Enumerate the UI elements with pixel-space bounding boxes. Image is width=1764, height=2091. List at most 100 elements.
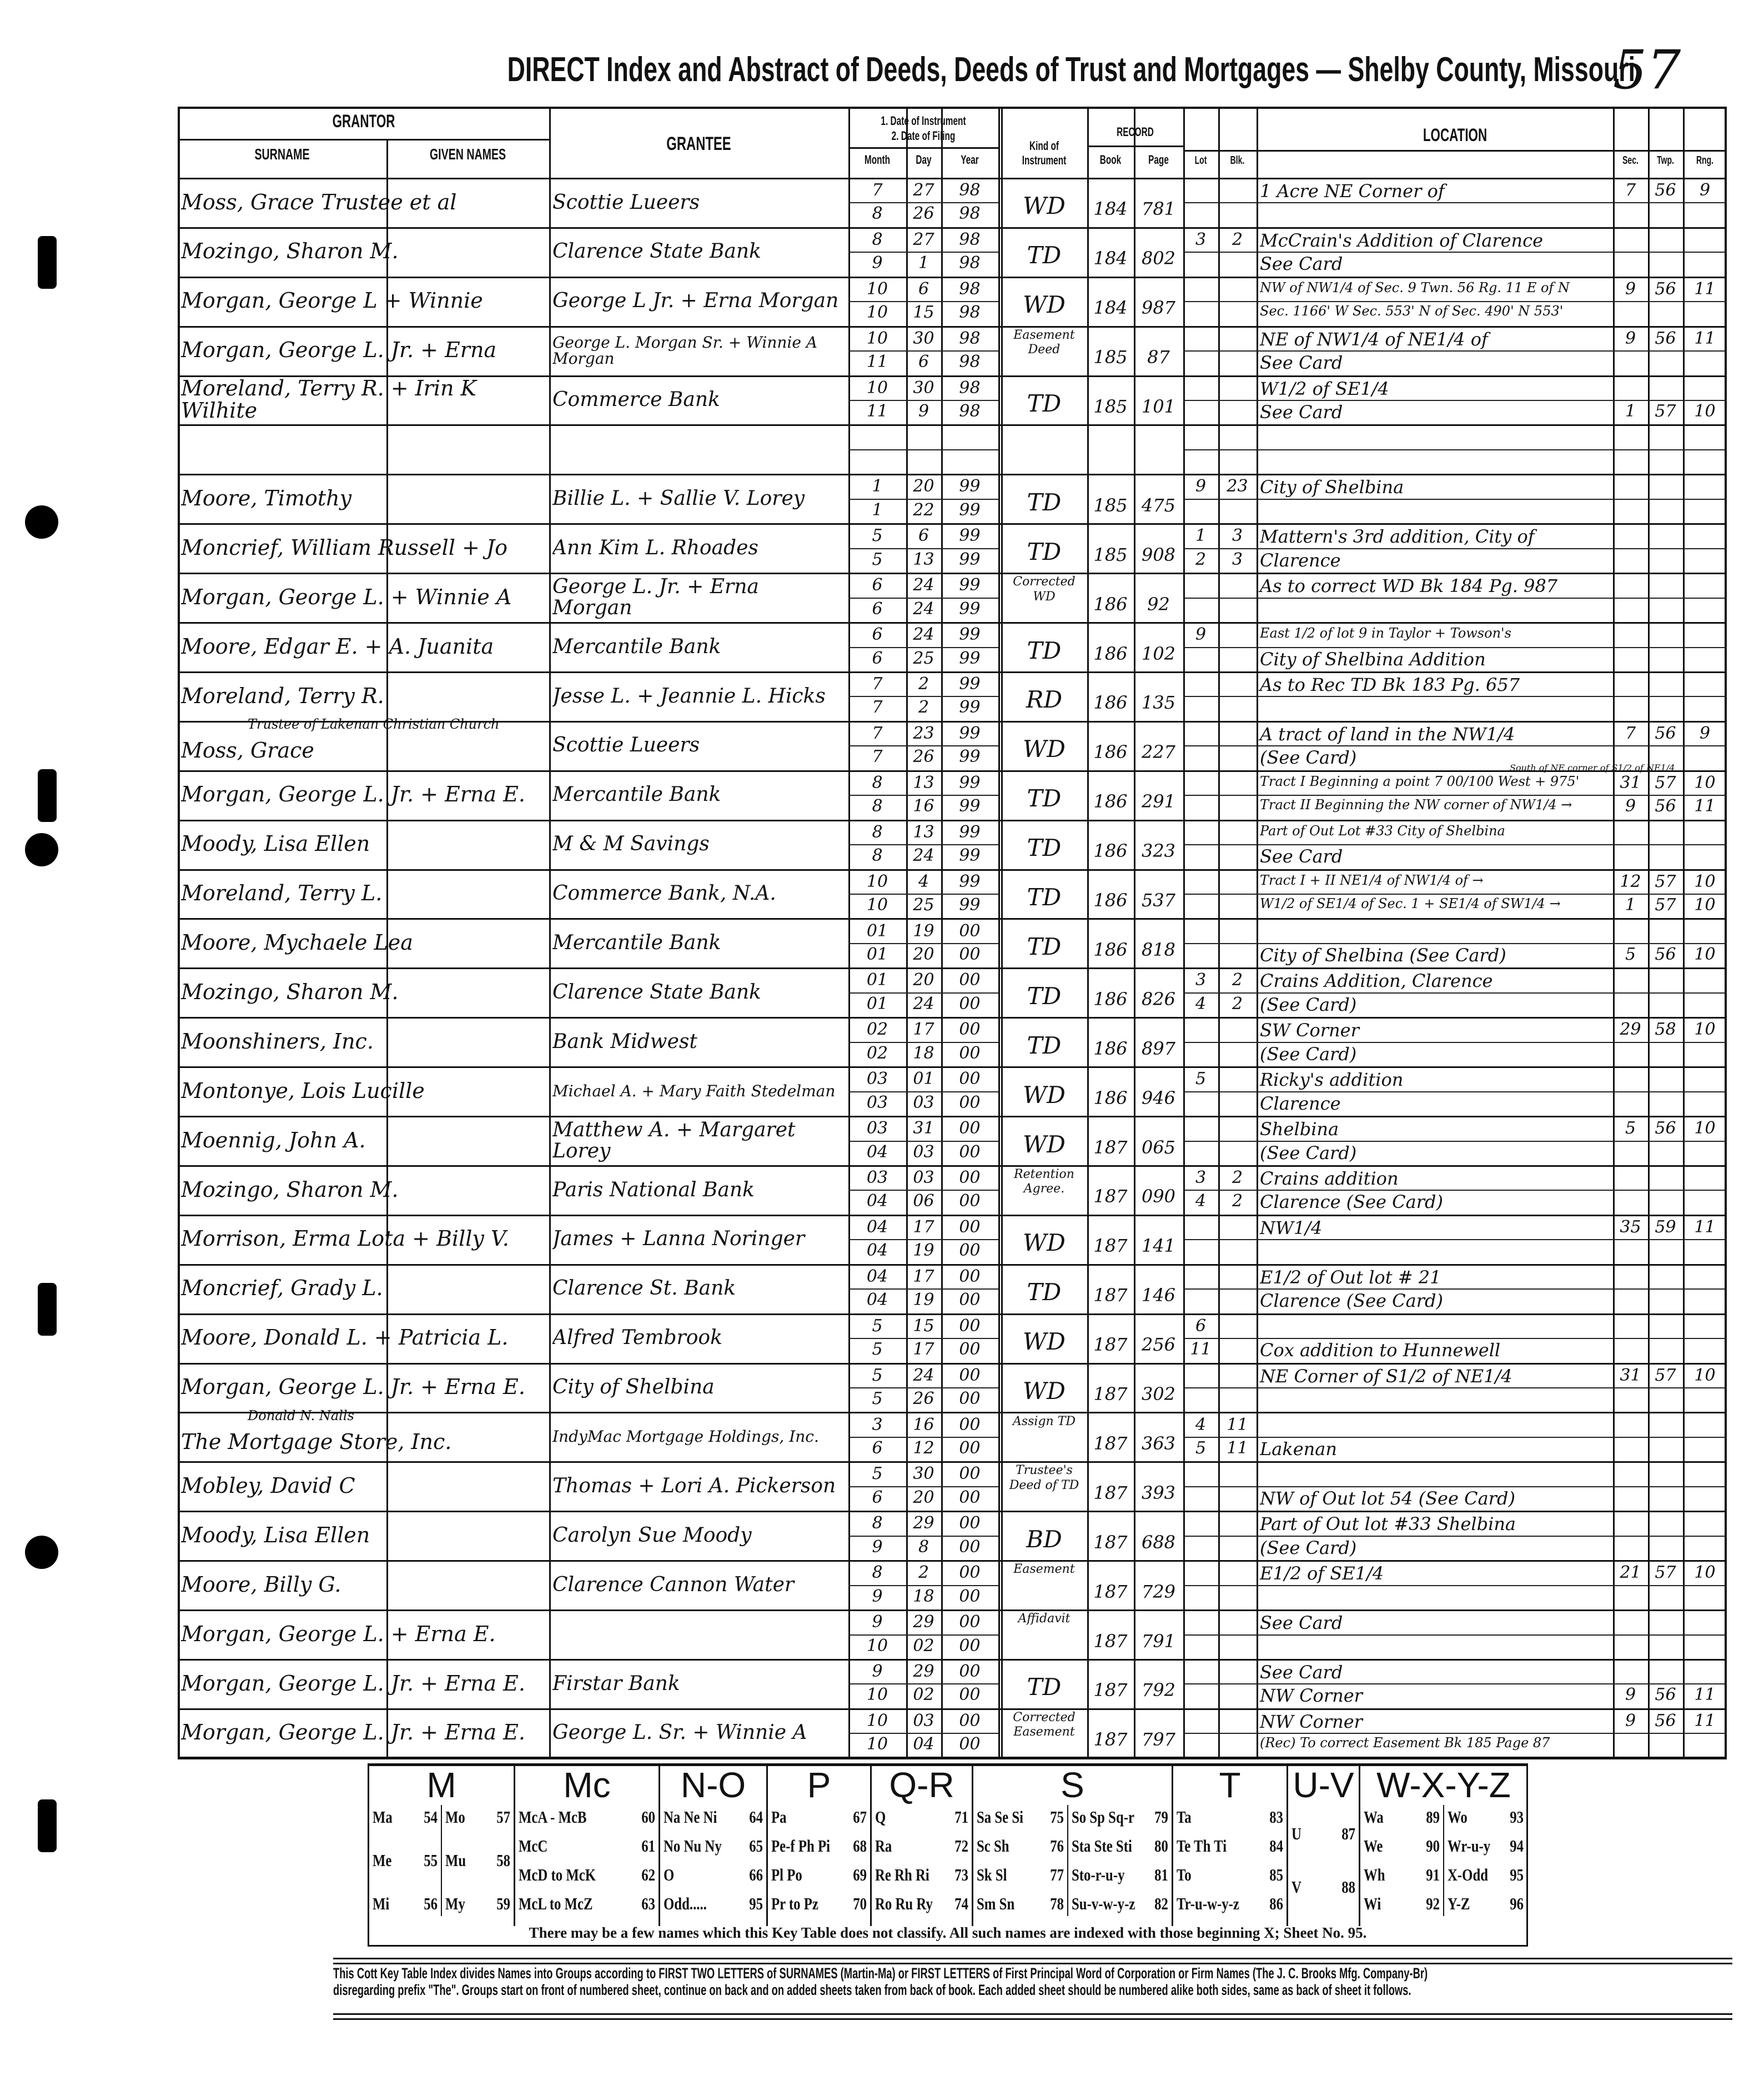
- record-book: 186: [1093, 840, 1128, 862]
- grantee-name-cell: Bank Midwest: [552, 1017, 844, 1066]
- key-entry: Ta 83: [1177, 1807, 1283, 1827]
- grantor-name-cell: Morgan, George L. Jr. + Erna E.: [181, 1708, 545, 1758]
- grantor-name: Moncrief, William Russell + Jo: [181, 535, 507, 560]
- key-group-heading: P: [807, 1765, 831, 1805]
- location-line: East 1/2 of lot 9 in Taylor + Towson's: [1260, 625, 1511, 641]
- date-of-instrument-yr: 00: [959, 1168, 981, 1187]
- rng-value: 10: [1694, 1563, 1716, 1583]
- key-entry: McA - McB 60: [519, 1807, 655, 1827]
- sub-line-divider: [848, 1733, 998, 1734]
- twp-value: 56: [1655, 1711, 1676, 1731]
- grantee-name: Bank Midwest: [552, 1030, 697, 1053]
- table-row: Moore, Timothy Billie L. + Sallie V. Lore…: [178, 474, 1727, 525]
- location-line: Clarence: [1260, 1092, 1341, 1114]
- grantor-name: Moody, Lisa Ellen: [181, 1522, 370, 1547]
- blk-value: 3: [1232, 526, 1243, 546]
- grantee-name-cell: IndyMac Mortgage Holdings, Inc.: [552, 1412, 844, 1462]
- twp-value: 57: [1655, 895, 1676, 915]
- table-row: Mozingo, Sharon M. Paris National Bank 03 0…: [178, 1165, 1727, 1216]
- date-of-filing-yr: 00: [959, 1340, 981, 1360]
- record-book: 187: [1093, 1729, 1128, 1751]
- twp-value: 56: [1655, 328, 1676, 348]
- date-of-filing-mo: 11: [866, 352, 888, 372]
- grantor-name-cell: Moreland, Terry R.: [181, 671, 545, 721]
- sub-line-divider: [848, 1486, 998, 1487]
- date-of-instrument-yr: 99: [959, 625, 981, 645]
- column-divider: [1648, 107, 1650, 1758]
- date-of-filing-mo: 03: [866, 1092, 888, 1112]
- record-page: 946: [1141, 1087, 1176, 1109]
- column-divider: [848, 107, 850, 1758]
- record-book: 187: [1093, 1679, 1128, 1701]
- key-entry-letters: Ra: [875, 1836, 892, 1856]
- key-entry-letters: Mi: [373, 1894, 390, 1913]
- key-entry-sheet: 81: [1154, 1865, 1168, 1884]
- grantor-name-cell: Moncrief, Grady L.: [181, 1264, 545, 1313]
- key-group: Q-R Q 71 Ra 72 Re Rh Ri 73 Ro Ru Ry 74: [870, 1765, 972, 1926]
- instrument-kind: WD: [1023, 1081, 1066, 1109]
- key-entry-sheet: 56: [424, 1894, 438, 1913]
- date-of-instrument-yr: 99: [959, 723, 981, 743]
- location-line: Cox addition to Hunnewell: [1260, 1340, 1501, 1361]
- date-of-instrument-yr: 99: [959, 871, 981, 891]
- grantee-name: Clarence Cannon Water: [552, 1573, 795, 1596]
- column-divider: [1257, 107, 1258, 1758]
- key-entry-letters: McA - McB: [519, 1807, 587, 1827]
- key-column: Pa 67 Pe-f Ph Pi 68 Pl Po 69 Pr to Pz 70: [768, 1805, 870, 1916]
- record-book: 187: [1093, 1136, 1128, 1158]
- key-entry-letters: Sm Sn: [977, 1894, 1015, 1913]
- date-of-filing-mo: 5: [872, 1340, 883, 1360]
- location-line: City of Shelbina (See Card): [1260, 944, 1506, 966]
- sub-line-divider: [848, 301, 998, 303]
- date-of-filing-dy: 6: [918, 352, 929, 372]
- date-of-instrument-mo: 10: [866, 1711, 888, 1731]
- key-entry: Sto-r-u-y 81: [1072, 1865, 1168, 1885]
- record-book: 186: [1093, 939, 1128, 960]
- key-entry: V 88: [1291, 1877, 1355, 1897]
- date-of-instrument-dy: 17: [913, 1266, 934, 1286]
- instrument-kind: WD: [1023, 1377, 1066, 1405]
- key-group-heading: W-X-Y-Z: [1376, 1765, 1511, 1805]
- rng-value: 10: [1694, 895, 1716, 915]
- record-book: 186: [1093, 692, 1128, 714]
- grantee-name: Clarence State Bank: [552, 980, 761, 1004]
- date-of-instrument-dy: 29: [913, 1513, 934, 1533]
- record-page: 92: [1147, 593, 1170, 615]
- key-table: [368, 1763, 1528, 1947]
- footer-line-2: disregarding prefix "The". Groups start …: [333, 1982, 1411, 1998]
- header-grantee: GRANTEE: [666, 133, 731, 154]
- grantor-name-cell: Morgan, George L. Jr. + Erna E.: [181, 770, 545, 820]
- date-of-instrument-mo: 5: [872, 1316, 883, 1336]
- instrument-kind: Trustee's Deed of TD: [1009, 1463, 1079, 1492]
- date-of-filing-dy: 20: [913, 1487, 934, 1507]
- date-of-filing-dy: 24: [913, 599, 934, 619]
- date-of-filing-yr: 99: [959, 648, 981, 668]
- column-divider: [1683, 107, 1685, 1758]
- key-entry-letters: Pl Po: [771, 1865, 802, 1884]
- date-of-instrument-yr: 00: [959, 1020, 981, 1040]
- record-page: 87: [1147, 347, 1170, 368]
- record-book: 187: [1093, 1186, 1128, 1207]
- date-of-instrument-dy: 29: [913, 1612, 934, 1632]
- date-of-instrument-yr: 00: [959, 1612, 981, 1632]
- binder-hole: [25, 833, 58, 866]
- key-entry: O 66: [664, 1865, 763, 1885]
- header-bottom-rule: [178, 178, 1727, 179]
- twp-value: 56: [1655, 723, 1676, 743]
- key-group: Mc McA - McB 60 McC 61 McD to McK 62 McL to McZ…: [514, 1765, 659, 1926]
- twp-value: 57: [1655, 773, 1676, 793]
- date-of-filing-dy: 15: [913, 303, 934, 323]
- key-column: Ta 83 Te Th Ti 84 To 85 Tr-u-w-y-z 86: [1173, 1805, 1286, 1916]
- key-entry: Tr-u-w-y-z 86: [1177, 1894, 1283, 1914]
- grantor-name: Moore, Edgar E. + A. Juanita: [181, 634, 494, 659]
- date-of-instrument-mo: 5: [872, 1464, 883, 1484]
- grantor-name: Morgan, George L. + Erna E.: [181, 1621, 496, 1646]
- twp-value: 56: [1655, 796, 1676, 816]
- grantor-name: Mozingo, Sharon M.: [181, 1177, 399, 1202]
- instrument-kind: TD: [1027, 785, 1062, 813]
- blk-value: 2: [1232, 1168, 1243, 1187]
- footer-rule-bottom: [333, 2013, 1732, 2020]
- key-entry-sheet: 68: [853, 1836, 867, 1856]
- instrument-kind: Corrected WD: [1013, 575, 1076, 604]
- key-entry-letters: No Nu Ny: [664, 1836, 722, 1856]
